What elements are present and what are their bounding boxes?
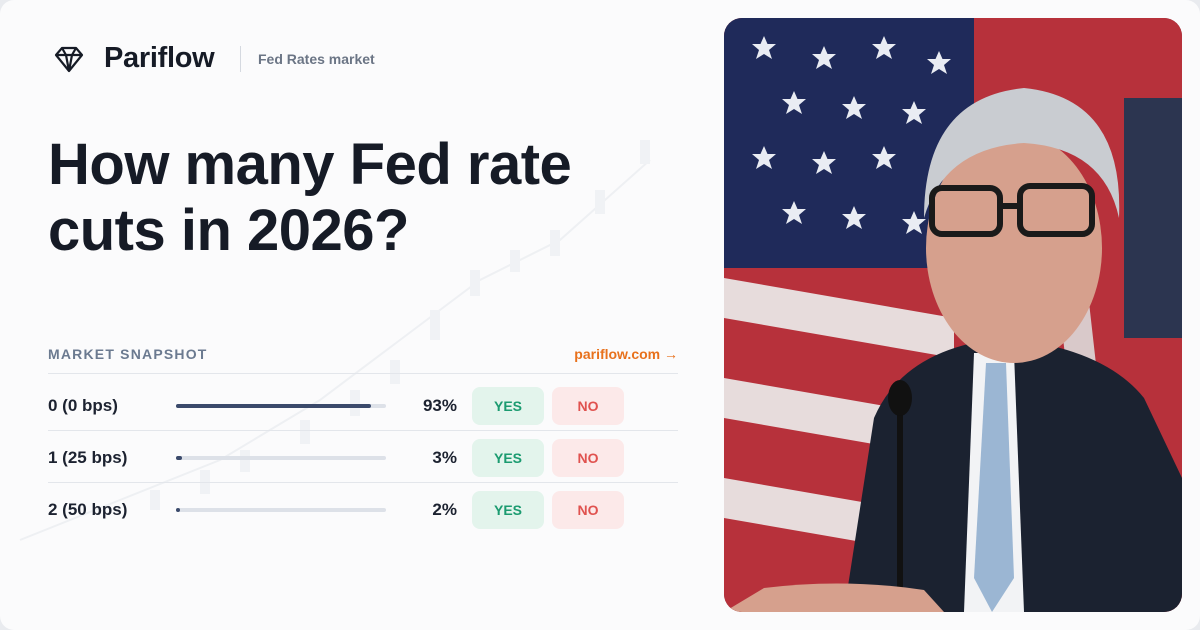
logo-icon: [54, 46, 84, 73]
tie: [974, 363, 1014, 612]
microphone-stand: [897, 398, 903, 612]
yes-button[interactable]: YES: [472, 491, 544, 529]
probability-label: 2%: [432, 500, 457, 519]
no-button[interactable]: NO: [552, 439, 624, 477]
yes-button[interactable]: YES: [472, 439, 544, 477]
glasses: [929, 183, 1095, 237]
brand: Pariflow: [104, 42, 215, 74]
subtitle: Fed Rates market: [258, 51, 375, 67]
row-separator: [48, 430, 678, 431]
outcome-label: 1 (25 bps): [48, 448, 128, 467]
row-separator: [48, 482, 678, 483]
outcome-label: 2 (50 bps): [48, 500, 128, 519]
microphone: [888, 380, 912, 416]
yes-button[interactable]: YES: [472, 387, 544, 425]
hand: [724, 583, 944, 612]
divider: [240, 46, 241, 72]
probability-label: 93%: [422, 396, 457, 415]
probability-bar: [176, 508, 181, 512]
site-link[interactable]: pariflow.com →: [574, 346, 678, 362]
probability-track: [176, 508, 386, 512]
title: How many Fed rate cuts in 2026?: [48, 132, 572, 263]
photo: [724, 18, 1182, 612]
probability-label: 3%: [432, 448, 457, 467]
background-candles: [19, 140, 651, 541]
background-candle-group: [150, 140, 650, 510]
hair: [924, 88, 1120, 218]
outcome-label: 0 (0 bps): [48, 396, 118, 415]
probability-bar: [176, 404, 372, 408]
section-label: MARKET SNAPSHOT: [48, 346, 208, 362]
probability-bar: [176, 456, 183, 460]
row-separator: [48, 373, 678, 374]
probability-track: [176, 456, 386, 460]
no-button[interactable]: NO: [552, 387, 624, 425]
photo-illustration: [724, 18, 1182, 612]
no-button[interactable]: NO: [552, 491, 624, 529]
seal-banner: [1124, 98, 1182, 338]
background-trend: [19, 159, 651, 541]
probability-track: [176, 404, 386, 408]
